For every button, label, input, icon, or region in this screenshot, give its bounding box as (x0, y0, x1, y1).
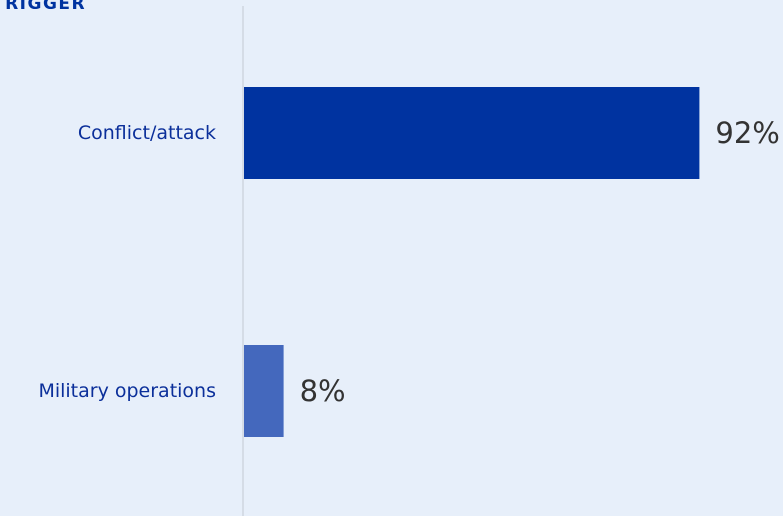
value-label: 8% (300, 374, 346, 408)
category-label: Military operations (38, 380, 216, 402)
bars-group: Conflict/attack 92% Military operations 8% (38, 87, 780, 437)
bar-1 (244, 87, 700, 179)
value-label: 92% (715, 116, 779, 150)
bar-2 (244, 345, 284, 437)
category-label: Conflict/attack (78, 122, 216, 144)
chart-title: TRIGGER (0, 0, 87, 14)
